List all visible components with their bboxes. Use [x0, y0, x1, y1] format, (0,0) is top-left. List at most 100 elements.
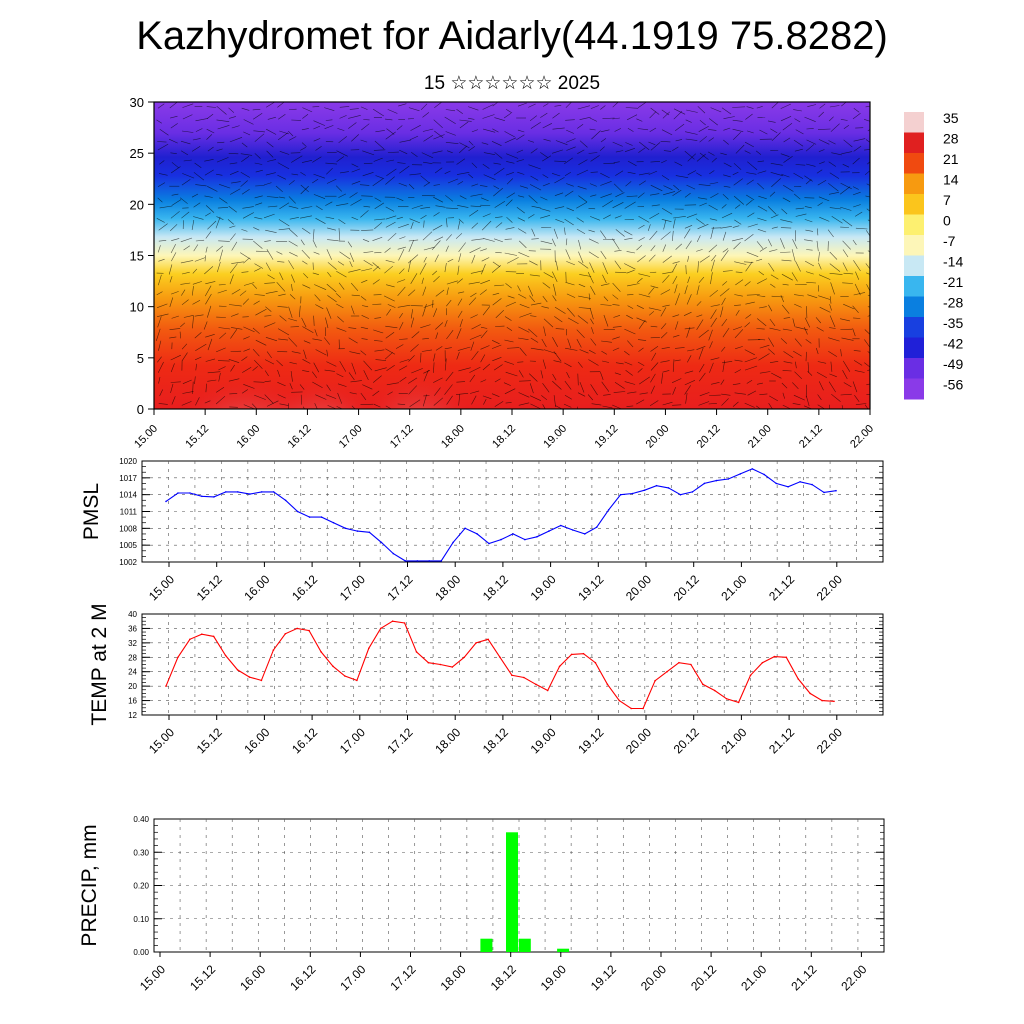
- wind-arrow: [350, 199, 362, 206]
- wind-arrow: [192, 315, 194, 329]
- wind-arrow: [818, 251, 820, 262]
- y-tick-label: 24: [128, 668, 137, 677]
- wind-arrow: [303, 349, 307, 360]
- wind-arrow: [505, 172, 515, 176]
- wind-arrow: [303, 273, 309, 279]
- wind-arrow: [662, 244, 667, 252]
- wind-arrow: [783, 156, 793, 163]
- wind-arrow: [587, 394, 594, 401]
- wind-arrow: [194, 257, 206, 262]
- wind-arrow: [638, 237, 645, 242]
- wind-arrow: [327, 272, 332, 278]
- wind-arrow: [470, 292, 477, 298]
- wind-arrow: [481, 142, 489, 145]
- data-point: [332, 665, 334, 668]
- wind-arrow: [361, 279, 368, 283]
- wind-arrow: [336, 303, 344, 309]
- wind-arrow: [396, 125, 403, 131]
- x-tick-label: 21.12: [788, 962, 819, 993]
- wind-arrow: [385, 260, 395, 263]
- wind-arrow: [852, 239, 857, 246]
- wind-arrow: [373, 375, 382, 383]
- wind-arrow: [675, 321, 679, 330]
- wind-arrow: [566, 129, 575, 134]
- wind-arrow: [566, 293, 576, 298]
- wind-arrow: [564, 190, 574, 197]
- data-point: [546, 689, 549, 692]
- wind-arrow: [339, 251, 351, 260]
- wind-arrow: [411, 151, 418, 157]
- wind-arrow: [710, 107, 722, 113]
- wind-arrow: [158, 223, 168, 231]
- wind-arrow: [744, 150, 751, 154]
- wind-arrow: [372, 262, 381, 270]
- wind-arrow: [291, 351, 301, 354]
- wind-arrow: [542, 295, 548, 303]
- wind-arrow: [360, 392, 367, 401]
- wind-arrow: [722, 360, 725, 373]
- wind-arrow: [230, 364, 235, 372]
- wind-arrow: [207, 305, 212, 318]
- wind-arrow: [277, 261, 285, 263]
- wind-arrow: [795, 326, 808, 331]
- wind-arrow: [672, 146, 679, 152]
- wind-arrow: [253, 130, 266, 133]
- wind-arrow: [506, 192, 516, 199]
- wind-arrow: [732, 383, 741, 385]
- wind-arrow: [444, 358, 447, 371]
- y-tick-label: 32: [128, 639, 137, 648]
- wind-arrow: [528, 103, 536, 108]
- wind-arrow: [471, 324, 481, 330]
- wind-arrow: [374, 367, 387, 372]
- wind-arrow: [698, 329, 709, 338]
- wind-arrow: [567, 317, 579, 325]
- wind-arrow: [579, 274, 592, 277]
- wind-arrow: [204, 400, 211, 404]
- wind-arrow: [553, 360, 562, 363]
- wind-arrow: [299, 215, 312, 219]
- data-point: [487, 638, 489, 641]
- wind-arrow: [387, 304, 396, 308]
- x-tick-label: 21.00: [718, 725, 749, 756]
- wind-arrow: [495, 309, 505, 319]
- data-point: [655, 484, 658, 487]
- wind-arrow: [348, 327, 357, 329]
- wind-arrow: [456, 108, 463, 115]
- wind-arrow: [637, 368, 643, 373]
- wind-arrow: [649, 212, 660, 219]
- wind-arrow: [347, 241, 353, 248]
- y-tick-label: 40: [128, 610, 137, 619]
- wind-arrow: [673, 110, 683, 120]
- wind-arrow: [699, 363, 705, 373]
- wind-arrow: [311, 371, 318, 378]
- y-tick-label: 1008: [119, 524, 137, 533]
- wind-arrow: [241, 271, 249, 273]
- wind-arrow: [193, 244, 199, 252]
- wind-arrow: [399, 359, 410, 363]
- wind-arrow: [864, 339, 870, 348]
- wind-arrow: [446, 330, 454, 340]
- wind-arrow: [195, 343, 207, 352]
- wind-arrow: [206, 128, 215, 134]
- wind-arrow: [372, 108, 384, 117]
- wind-arrow: [685, 119, 692, 123]
- wind-arrow: [252, 109, 261, 111]
- wind-arrow: [423, 246, 435, 251]
- wind-arrow: [565, 119, 575, 121]
- wind-arrow: [374, 197, 382, 202]
- wind-arrow: [169, 276, 173, 283]
- x-tick-label: 17.00: [337, 962, 368, 993]
- wind-arrow: [350, 380, 362, 383]
- wind-arrow: [613, 315, 621, 318]
- wind-arrow: [626, 114, 638, 121]
- wind-arrow: [254, 268, 261, 272]
- wind-arrow: [554, 206, 565, 209]
- wind-arrow: [601, 340, 612, 343]
- wind-arrow: [219, 249, 223, 262]
- wind-arrow: [264, 370, 269, 377]
- wind-arrow: [301, 249, 311, 259]
- wind-arrow: [504, 360, 515, 365]
- wind-arrow: [327, 227, 336, 231]
- wind-arrow: [385, 221, 396, 228]
